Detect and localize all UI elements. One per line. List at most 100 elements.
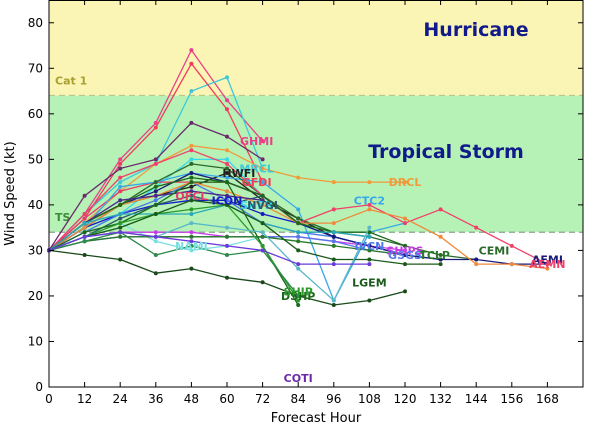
x-tick-label: 156 bbox=[500, 392, 523, 406]
data-point bbox=[225, 157, 229, 162]
series-label-aemi: AEMI bbox=[532, 254, 563, 267]
data-point bbox=[331, 303, 336, 307]
series-line-low4 bbox=[48, 231, 370, 265]
data-point bbox=[403, 289, 407, 294]
data-point bbox=[225, 180, 229, 185]
data-point bbox=[367, 257, 372, 262]
series-label-aemn: AEMN bbox=[529, 258, 565, 271]
data-point bbox=[153, 120, 158, 125]
data-point bbox=[118, 175, 123, 180]
data-point bbox=[331, 262, 336, 267]
data-point bbox=[296, 293, 301, 298]
data-point bbox=[509, 243, 514, 248]
band-0 bbox=[49, 0, 583, 96]
series-label-drcl: DRCL bbox=[389, 176, 422, 189]
x-tick-label: 108 bbox=[358, 392, 381, 406]
data-point bbox=[189, 143, 194, 148]
data-point bbox=[189, 266, 194, 271]
series-label-ships: SHIPS bbox=[386, 244, 423, 257]
data-point bbox=[296, 248, 301, 253]
data-point bbox=[82, 225, 87, 230]
data-point bbox=[153, 180, 158, 185]
data-point bbox=[118, 184, 123, 189]
data-point bbox=[331, 230, 336, 235]
data-point bbox=[403, 253, 407, 257]
series-line-tclp bbox=[48, 236, 441, 261]
data-point bbox=[225, 134, 229, 139]
data-point bbox=[118, 216, 123, 221]
data-point bbox=[367, 225, 372, 230]
y-tick-label: 30 bbox=[28, 243, 43, 257]
data-point bbox=[367, 202, 372, 207]
data-point bbox=[118, 212, 123, 216]
data-point bbox=[438, 234, 443, 239]
data-point bbox=[331, 234, 336, 239]
data-point bbox=[403, 243, 407, 248]
x-axis: 0 12 24 36 48 60 72 84 96 108 120 132 144 156 168 bbox=[45, 0, 559, 406]
data-point bbox=[153, 239, 158, 244]
data-point bbox=[225, 161, 229, 166]
x-tick-label: 132 bbox=[429, 392, 452, 406]
data-point bbox=[118, 234, 123, 239]
data-point bbox=[367, 243, 372, 248]
x-tick-label: 60 bbox=[219, 392, 234, 406]
data-point bbox=[296, 262, 301, 267]
series-label-gfdi: GFDI bbox=[242, 176, 272, 189]
data-point bbox=[189, 120, 194, 125]
data-point bbox=[118, 180, 123, 185]
data-point bbox=[367, 207, 372, 212]
data-point bbox=[118, 157, 123, 162]
data-point bbox=[189, 157, 194, 162]
data-point bbox=[118, 225, 123, 230]
data-point bbox=[118, 230, 123, 235]
data-point bbox=[82, 212, 87, 216]
data-point bbox=[189, 61, 194, 66]
x-tick-label: 144 bbox=[465, 392, 488, 406]
plot-frame bbox=[48, 0, 584, 388]
y-tick-label: 20 bbox=[28, 289, 43, 303]
x-tick-label: 84 bbox=[291, 392, 306, 406]
data-point bbox=[296, 230, 301, 235]
data-point bbox=[82, 221, 87, 226]
data-point bbox=[189, 171, 194, 175]
data-point bbox=[189, 198, 194, 203]
data-point bbox=[260, 202, 265, 207]
data-point bbox=[225, 148, 229, 153]
data-point bbox=[331, 257, 336, 262]
data-point bbox=[225, 75, 229, 80]
series-line-low2 bbox=[48, 231, 299, 297]
y-axis: 0 10 20 30 40 50 60 70 80 bbox=[28, 16, 583, 394]
data-point bbox=[153, 234, 158, 239]
data-point bbox=[118, 257, 123, 262]
data-point bbox=[189, 148, 194, 153]
series-lines bbox=[47, 48, 550, 307]
data-point bbox=[225, 225, 229, 230]
series-line-ship bbox=[48, 204, 299, 301]
data-point bbox=[545, 262, 550, 267]
y-tick-label: 0 bbox=[35, 380, 43, 394]
y-tick-label: 80 bbox=[28, 16, 43, 30]
data-point bbox=[260, 243, 265, 248]
data-point bbox=[225, 275, 229, 280]
data-point bbox=[438, 207, 443, 212]
data-point bbox=[118, 166, 123, 171]
x-tick-label: 24 bbox=[113, 392, 128, 406]
y-tick-label: 10 bbox=[28, 334, 43, 348]
data-point bbox=[403, 221, 407, 226]
data-point bbox=[153, 253, 158, 257]
series-label-tclp: TCLP bbox=[419, 249, 450, 262]
band-side-label-0: Cat 1 bbox=[55, 75, 87, 88]
data-point bbox=[225, 234, 229, 239]
series-label-nvgi: NVGI bbox=[247, 199, 278, 212]
data-point bbox=[189, 175, 194, 180]
data-point bbox=[189, 180, 194, 185]
data-point bbox=[82, 253, 87, 257]
data-point bbox=[260, 139, 265, 144]
data-point bbox=[153, 125, 158, 130]
intensity-bands: Hurricane Cat 1 Tropical Storm TS bbox=[49, 0, 583, 233]
data-point bbox=[82, 234, 87, 239]
series-lgem bbox=[47, 198, 443, 267]
data-point bbox=[260, 166, 265, 171]
data-point bbox=[331, 243, 336, 248]
